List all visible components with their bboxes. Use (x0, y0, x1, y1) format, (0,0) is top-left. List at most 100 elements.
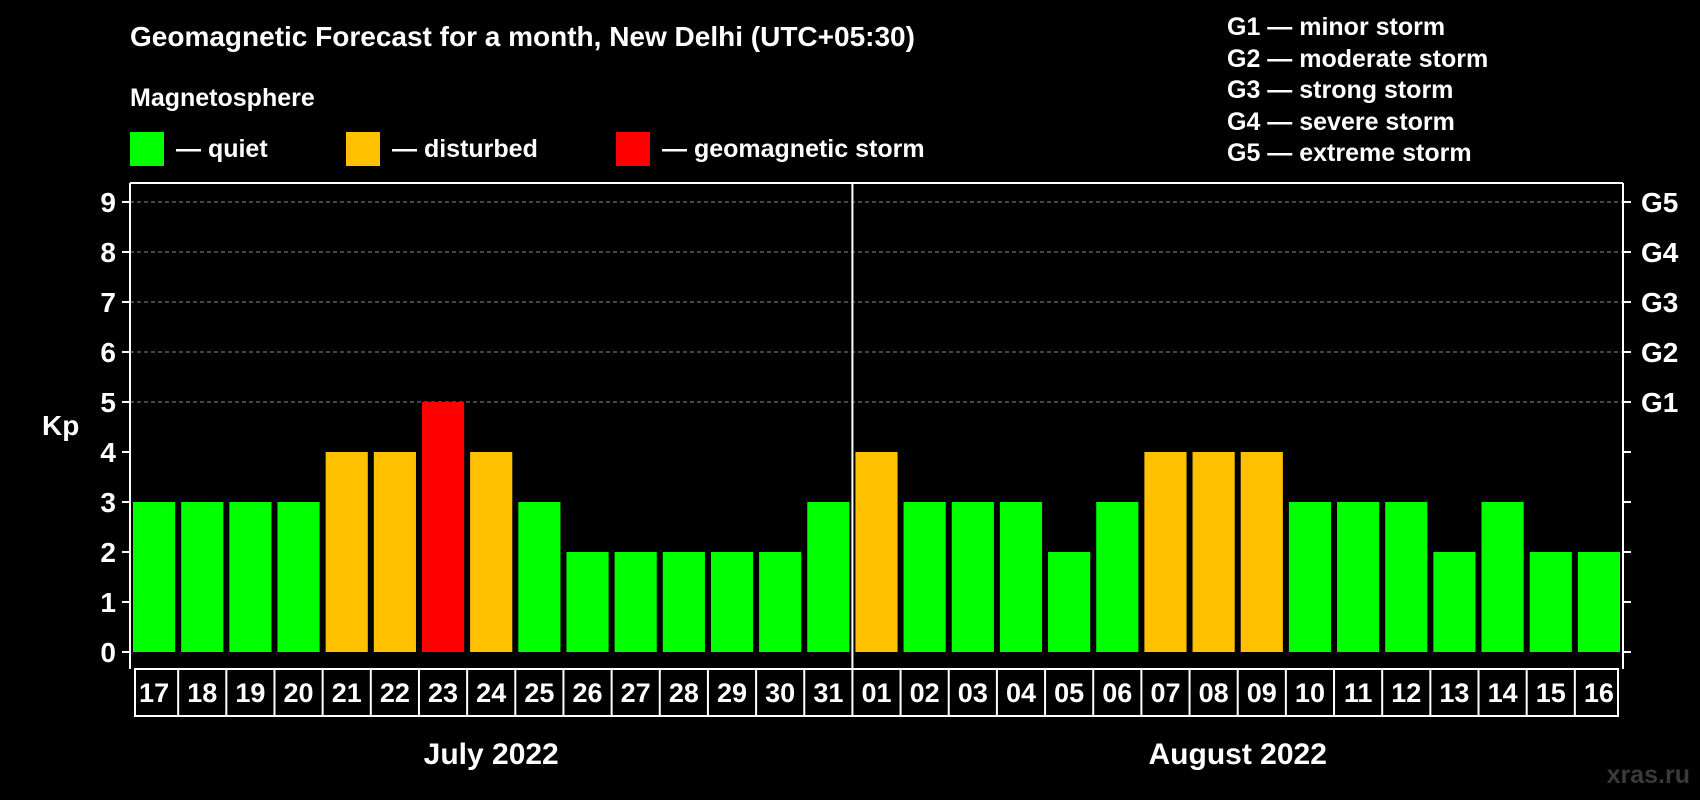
x-tick-label-26: 26 (573, 678, 603, 708)
x-tick-label-01: 01 (861, 678, 891, 708)
g3-legend: G3 — strong storm (1227, 76, 1454, 104)
legend-label-quiet: — quiet (176, 134, 268, 163)
x-tick-label-25: 25 (524, 678, 554, 708)
legend-label-disturbed: — disturbed (392, 134, 538, 163)
bar-08 (1192, 452, 1235, 652)
right-tick-label-G4: G4 (1641, 237, 1679, 268)
bar-10 (1288, 502, 1332, 652)
x-tick-label-27: 27 (621, 678, 651, 708)
x-tick-label-02: 02 (910, 678, 940, 708)
legend-swatch-disturbed (346, 132, 380, 166)
right-tick-label-G2: G2 (1641, 337, 1678, 368)
y-tick-label-6: 6 (100, 337, 116, 368)
bar-02 (903, 502, 946, 652)
bar-06 (1096, 502, 1139, 652)
x-tick-label-19: 19 (235, 678, 265, 708)
g1-legend: G1 — minor storm (1227, 13, 1446, 41)
x-tick-label-09: 09 (1247, 678, 1277, 708)
x-tick-label-20: 20 (284, 678, 314, 708)
month-label-0: July 2022 (424, 738, 559, 771)
y-tick-label-4: 4 (100, 437, 116, 468)
y-tick-label-9: 9 (100, 187, 116, 218)
bar-14 (1481, 502, 1524, 652)
legend-item-quiet: — quiet (130, 132, 268, 166)
bar-04 (999, 502, 1043, 652)
y-tick-label-1: 1 (100, 587, 116, 618)
x-tick-label-10: 10 (1295, 678, 1325, 708)
bar-18 (181, 502, 224, 652)
bar-26 (566, 552, 609, 652)
bar-23 (421, 402, 465, 652)
bar-17 (133, 502, 176, 652)
right-tick-label-G5: G5 (1641, 187, 1678, 218)
bar-20 (277, 502, 320, 652)
x-tick-label-11: 11 (1344, 678, 1373, 708)
x-tick-label-31: 31 (813, 678, 843, 708)
x-tick-label-13: 13 (1439, 678, 1469, 708)
bar-25 (518, 502, 561, 652)
x-tick-label-03: 03 (958, 678, 988, 708)
bar-27 (614, 552, 657, 652)
y-tick-label-3: 3 (100, 487, 116, 518)
bar-30 (759, 552, 802, 652)
g5-legend: G5 — extreme storm (1227, 139, 1472, 167)
y-tick-label-7: 7 (100, 287, 116, 318)
legend-item-storm: — geomagnetic storm (616, 132, 925, 166)
bar-11 (1337, 502, 1380, 652)
x-tick-label-08: 08 (1199, 678, 1229, 708)
x-tick-label-16: 16 (1584, 678, 1614, 708)
x-tick-label-04: 04 (1006, 678, 1036, 708)
bar-29 (710, 552, 754, 652)
bar-07 (1144, 452, 1187, 652)
legend-swatch-storm (616, 132, 650, 166)
bar-01 (855, 452, 898, 652)
bar-16 (1577, 552, 1620, 652)
g2-legend: G2 — moderate storm (1227, 44, 1489, 73)
bar-31 (807, 502, 850, 652)
x-tick-label-12: 12 (1391, 678, 1421, 708)
x-tick-label-05: 05 (1054, 678, 1084, 708)
legend-swatch-quiet (130, 132, 164, 166)
x-tick-label-28: 28 (669, 678, 699, 708)
right-tick-label-G3: G3 (1641, 287, 1678, 318)
x-tick-label-15: 15 (1536, 678, 1566, 708)
chart-title: Geomagnetic Forecast for a month, New De… (130, 21, 915, 52)
right-tick-label-G1: G1 (1641, 387, 1678, 418)
y-tick-label-2: 2 (100, 537, 116, 568)
x-tick-label-21: 21 (332, 678, 362, 708)
x-tick-label-06: 06 (1102, 678, 1132, 708)
x-tick-label-30: 30 (765, 678, 795, 708)
bar-12 (1385, 502, 1428, 652)
bar-15 (1529, 552, 1572, 652)
watermark: xras.ru (1606, 761, 1690, 789)
storm-scale-legend: G1 — minor storm G2 — moderate storm G3 … (1227, 12, 1488, 170)
x-tick-label-17: 17 (139, 678, 169, 708)
bar-21 (325, 452, 368, 652)
y-axis-label: Kp (42, 410, 80, 441)
y-tick-label-5: 5 (100, 387, 116, 418)
x-tick-label-22: 22 (380, 678, 410, 708)
bar-09 (1240, 452, 1283, 652)
bar-19 (229, 502, 272, 652)
bar-13 (1433, 552, 1476, 652)
bar-22 (373, 452, 416, 652)
x-tick-label-24: 24 (476, 678, 506, 708)
x-tick-label-18: 18 (187, 678, 217, 708)
legend-item-disturbed: — disturbed (346, 132, 538, 166)
chart-subtitle: Magnetosphere (130, 84, 315, 112)
x-tick-label-07: 07 (1150, 678, 1180, 708)
x-tick-label-14: 14 (1488, 678, 1518, 708)
y-tick-label-8: 8 (100, 237, 116, 268)
bar-05 (1048, 552, 1091, 652)
y-tick-label-0: 0 (100, 637, 116, 668)
x-tick-label-29: 29 (717, 678, 747, 708)
date-row-box (134, 668, 1619, 717)
legend-label-storm: — geomagnetic storm (662, 134, 925, 163)
bar-28 (662, 552, 705, 652)
bar-03 (951, 502, 994, 652)
month-label-1: August 2022 (1149, 738, 1327, 771)
x-tick-label-23: 23 (428, 678, 458, 708)
bar-24 (470, 452, 513, 652)
g4-legend: G4 — severe storm (1227, 107, 1455, 136)
